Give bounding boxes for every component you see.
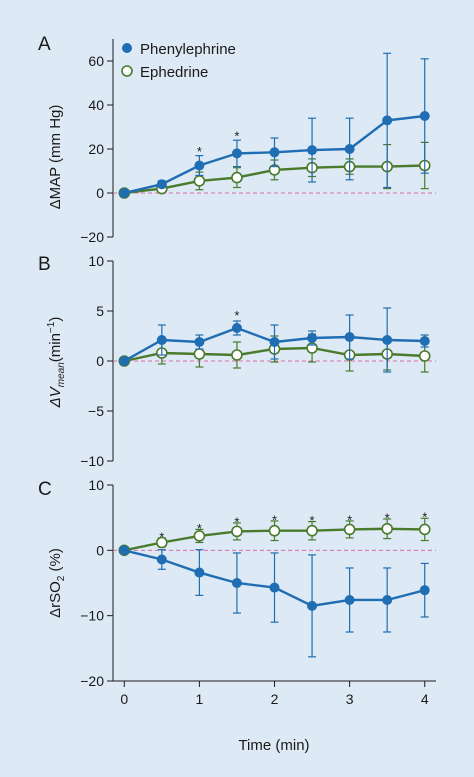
- panel-c-ylabel: ΔrSO2 (%): [47, 548, 67, 618]
- panel-a-phenylephrine-point-0: [119, 188, 130, 198]
- panel-b-phenylephrine-point-0: [119, 356, 130, 366]
- legend-ephedrine-label: Ephedrine: [140, 64, 208, 81]
- panel-c-phenylephrine-point-7: [382, 594, 393, 605]
- panel-b-phenylephrine-point-8: [419, 336, 430, 346]
- panel-c-ephedrine-point-6: [343, 523, 356, 536]
- panel-c-phenylephrine-point-5: [307, 600, 318, 611]
- panel-c-phenylephrine-point-0: [119, 545, 130, 556]
- panel-b-ytick-label-1: −5: [88, 403, 104, 419]
- panel-a-phenylephrine-point-7: [382, 115, 393, 126]
- panel-c-phenylephrine-point-4: [269, 582, 280, 593]
- panel-b-letter: B: [38, 254, 51, 275]
- panel-a-phenylephrine-point-6: [344, 144, 355, 154]
- xtick-label-0: 0: [120, 691, 128, 707]
- panel-c-ephedrine-point-8: [418, 523, 431, 536]
- panel-c-ephedrine-point-7: [381, 522, 393, 535]
- panel-c-phenylephrine-point-1: [156, 554, 167, 565]
- panel-b-ephedrine-point-8: [418, 350, 431, 362]
- xtick-label-3: 3: [346, 691, 354, 707]
- panel-a-ytick-label-3: 40: [88, 97, 104, 113]
- panel-c-significance-1: *: [197, 521, 202, 536]
- panel-c-phenylephrine-point-2: [194, 567, 205, 578]
- panel-b-ylabel-end: ): [47, 317, 64, 322]
- panel-c-significance-4: *: [310, 513, 315, 528]
- panel-b-ytick-label-4: 10: [88, 253, 104, 269]
- panel-c-ylabel-text: ΔrSO2 (%): [47, 548, 67, 618]
- panel-a-phenylephrine-point-8: [419, 111, 430, 121]
- panel-b-ylabel-main: ΔV: [47, 385, 64, 408]
- panel-a-phenylephrine-point-3: [231, 148, 242, 159]
- panel-b-phenylephrine-point-2: [194, 337, 205, 347]
- panel-b-ylabel-unit: (min: [47, 333, 64, 362]
- panel-c-ephedrine-point-5: [306, 524, 318, 537]
- panel-c-significance-2: *: [234, 514, 239, 529]
- xtick-label-1: 1: [195, 691, 203, 707]
- panel-a-ylabel-text: ΔMAP (mm Hg): [47, 105, 64, 210]
- panel-b-ylabel: ΔVmean(min−1): [46, 317, 67, 409]
- panel-c-significance-3: *: [272, 512, 277, 527]
- panel-b-ylabel-text: ΔVmean(min−1): [46, 317, 67, 409]
- panel-c-ytick-label-2: 0: [96, 542, 104, 558]
- panel-c-phenylephrine-point-8: [419, 585, 430, 596]
- panel-a-ytick-label-4: 60: [88, 53, 104, 69]
- panel-b-ylabel-sub: mean: [56, 362, 67, 387]
- panel-b-ylabel-sup: −1: [46, 321, 57, 333]
- legend: Phenylephrine Ephedrine: [121, 41, 236, 81]
- panel-b-ytick-label-3: 5: [96, 303, 104, 319]
- panel-b-phenylephrine-point-6: [344, 332, 355, 342]
- panel-b-ytick-label-0: −10: [80, 453, 104, 469]
- xtick-label-2: 2: [271, 691, 279, 707]
- panel-a-significance-1: *: [234, 129, 239, 144]
- panel-b-ephedrine-point-3: [231, 349, 243, 361]
- panel-c-ylabel-unit: (%): [47, 548, 64, 576]
- panel-b-ytick-label-2: 0: [96, 353, 104, 369]
- panel-c-ephedrine-point-2: [193, 530, 206, 542]
- panel-b-phenylephrine-point-4: [269, 337, 280, 347]
- panel-b-ephedrine-point-2: [193, 348, 206, 360]
- panel-c-letter: C: [38, 479, 52, 500]
- panel-c-ephedrine-point-3: [231, 525, 243, 538]
- panel-c-ytick-label-0: −20: [80, 673, 104, 689]
- panel-c-phenylephrine-point-3: [231, 578, 242, 588]
- panel-b-phenylephrine-point-5: [307, 333, 318, 343]
- panel-a-phenylephrine-point-5: [307, 145, 318, 156]
- panel-c-ytick-label-3: 10: [88, 477, 104, 493]
- panel-a-ephedrine-point-2: [193, 175, 206, 187]
- panel-a-phenylephrine-point-4: [269, 147, 280, 158]
- x-axis-label: Time (min): [238, 737, 309, 754]
- panel-c-significance-7: *: [422, 510, 427, 525]
- panel-b-phenylephrine-point-7: [382, 335, 393, 345]
- panel-c-phenylephrine-point-6: [344, 594, 355, 605]
- xtick-label-4: 4: [421, 691, 429, 707]
- panel-a-ylabel: ΔMAP (mm Hg): [47, 105, 64, 210]
- panel-a-chart: A ΔMAP (mm Hg) −20 0 20 40 60 * *: [38, 34, 436, 245]
- panel-b-chart: B ΔVmean(min−1) −10 −5 0 5 10 *: [38, 253, 436, 469]
- panel-a-phenylephrine-point-1: [156, 179, 167, 190]
- panel-a-ephedrine-point-3: [231, 171, 243, 184]
- panel-b-phenylephrine-point-1: [156, 335, 167, 345]
- panel-c-ephedrine-point-4: [268, 524, 281, 537]
- legend-phenylephrine-label: Phenylephrine: [140, 41, 236, 58]
- panel-c-significance-5: *: [347, 512, 352, 527]
- panel-c-significance-0: *: [159, 529, 164, 544]
- panel-c-ylabel-sub: 2: [56, 575, 67, 581]
- panel-a-significance-0: *: [197, 144, 202, 159]
- panel-c-ylabel-main: ΔrSO: [47, 581, 64, 618]
- panel-b-phenylephrine-point-3: [231, 323, 242, 333]
- panel-c-significance-6: *: [385, 510, 390, 525]
- panel-a-letter: A: [38, 34, 51, 55]
- legend-ephedrine-marker: [121, 65, 133, 77]
- panel-b-significance-0: *: [234, 308, 239, 323]
- panel-c-ytick-label-1: −10: [80, 608, 104, 624]
- panel-c-ephedrine-point-1: [156, 536, 168, 549]
- legend-phenylephrine-marker: [122, 43, 132, 53]
- panel-a-ytick-label-1: 0: [96, 185, 104, 201]
- panel-a-ytick-label-0: −20: [80, 229, 104, 245]
- panel-a-ytick-label-2: 20: [88, 141, 104, 157]
- panel-a-phenylephrine-point-2: [194, 160, 205, 171]
